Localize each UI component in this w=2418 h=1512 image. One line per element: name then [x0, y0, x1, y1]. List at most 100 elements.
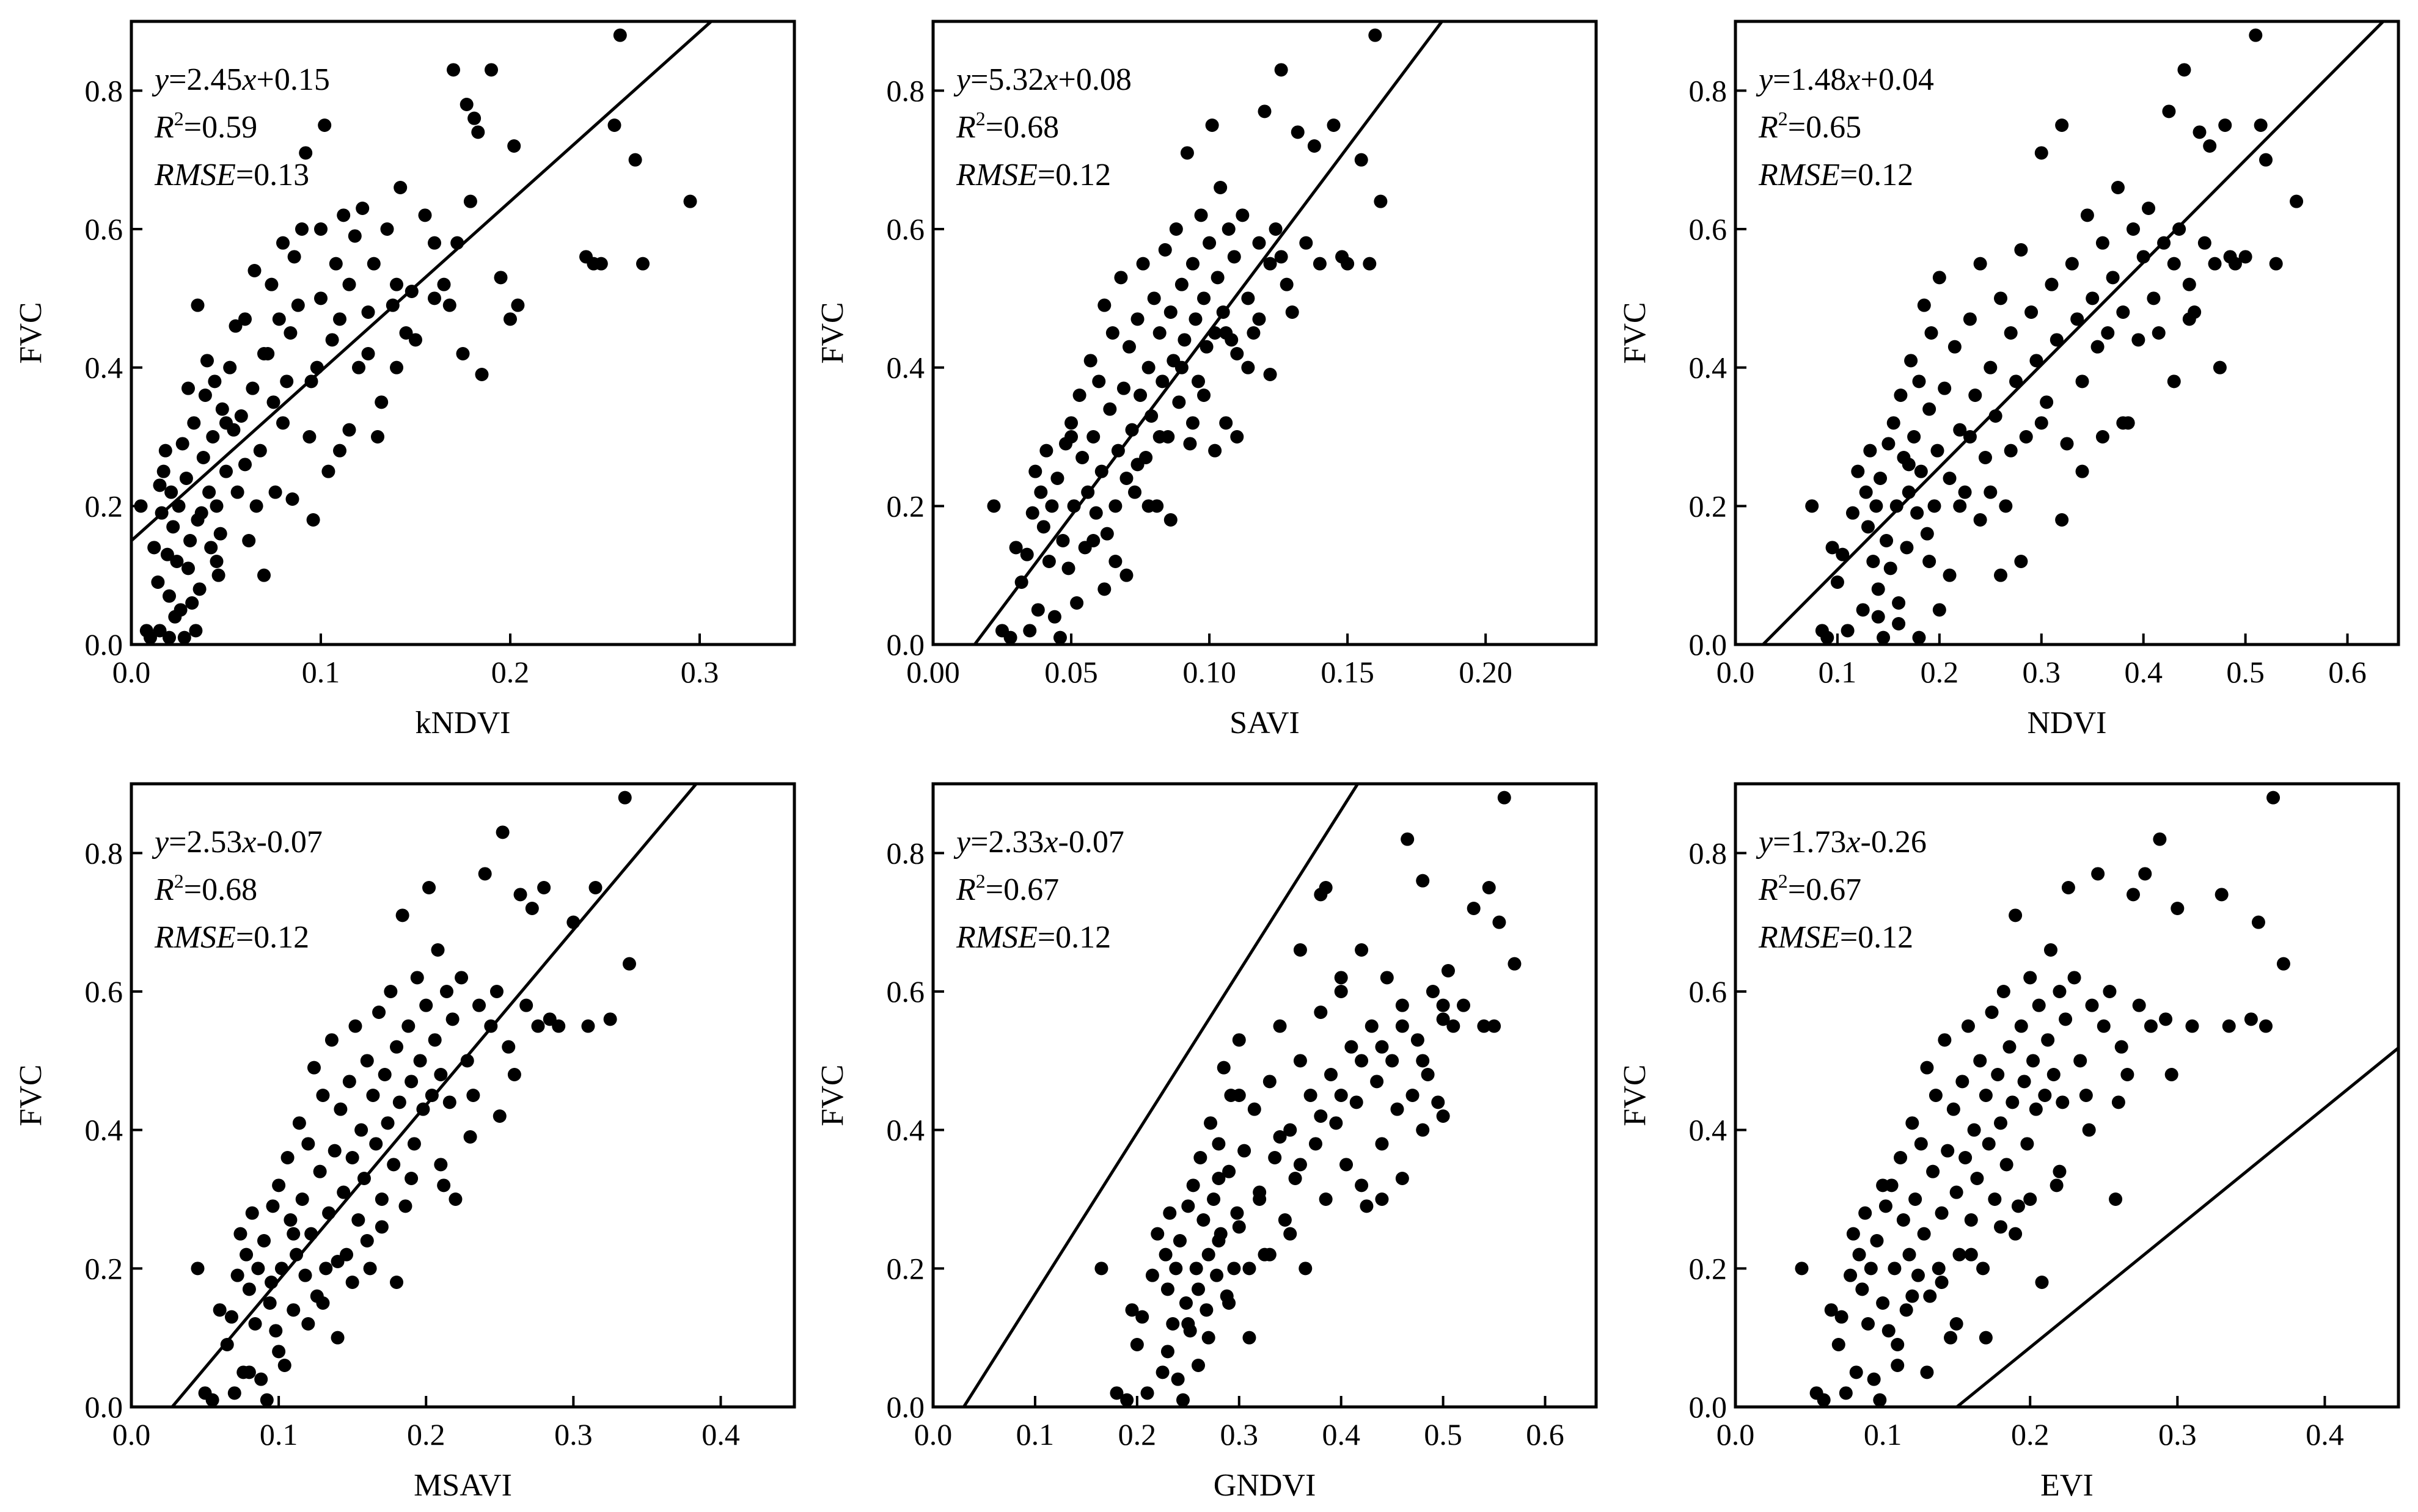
y-tick-label: 0.2 [85, 1251, 123, 1285]
plot-frame [931, 20, 1598, 646]
data-point [331, 1255, 345, 1268]
data-point [375, 395, 389, 409]
data-point [302, 430, 317, 444]
y-tick-label: 0.6 [887, 212, 925, 246]
data-point [1252, 312, 1266, 326]
data-point [1988, 1192, 2002, 1206]
data-point [428, 236, 441, 250]
data-point [552, 1019, 566, 1033]
data-point [2182, 312, 2196, 326]
data-point [1477, 1019, 1491, 1033]
data-point [172, 499, 186, 513]
data-point [144, 630, 157, 645]
regression-equation: y=2.53x-0.07 [152, 825, 323, 860]
data-point [2218, 119, 2232, 132]
data-point [1067, 499, 1081, 513]
data-point [1991, 1068, 2005, 1081]
data-point [1375, 1137, 1389, 1151]
data-point [219, 416, 233, 430]
data-point [1152, 326, 1167, 340]
data-point [1125, 423, 1139, 437]
data-point [1374, 194, 1388, 208]
data-point [401, 1019, 416, 1033]
data-point [1334, 1089, 1348, 1102]
y-tick-label: 0.2 [1689, 489, 1727, 523]
data-point [1964, 1213, 1978, 1227]
panel-kndvi: 0.0 0.1 0.2 0.3 0.0 0.2 0.4 0.6 0.8 kNDVI FVC y=2.4… [13, 20, 796, 740]
data-point [1285, 305, 1299, 319]
data-point [1878, 1199, 1892, 1213]
data-point [618, 791, 632, 805]
data-points [134, 28, 697, 645]
data-point [295, 1192, 309, 1206]
data-point [405, 1075, 419, 1089]
data-point [566, 915, 581, 929]
y-tick-label: 0.6 [85, 212, 123, 246]
data-point [478, 867, 492, 881]
data-point [352, 360, 365, 374]
data-point [1094, 1262, 1108, 1276]
data-point [1370, 1075, 1384, 1089]
data-point [1141, 499, 1156, 513]
data-point [1092, 374, 1106, 389]
data-point [1222, 222, 1236, 236]
data-point [208, 374, 222, 389]
data-point [2079, 1089, 2093, 1102]
data-point [321, 464, 335, 478]
data-point [1938, 381, 1952, 395]
data-point [1179, 1296, 1193, 1310]
data-point [230, 485, 244, 499]
data-point [2014, 243, 2028, 257]
data-point [1171, 1372, 1185, 1386]
data-point [1889, 499, 1903, 513]
data-point [287, 1227, 301, 1241]
x-tick-label: 0.3 [1220, 1417, 1259, 1452]
data-point [2182, 277, 2196, 291]
data-point [1457, 998, 1470, 1012]
data-point [2120, 1068, 2134, 1081]
data-point [1273, 1130, 1287, 1144]
data-point [1299, 1262, 1313, 1276]
data-point [1395, 998, 1409, 1012]
data-point [507, 1068, 521, 1081]
x-tick-label: 0.3 [2158, 1417, 2197, 1452]
data-point [328, 1144, 342, 1158]
data-point [1219, 326, 1233, 340]
data-point [1103, 402, 1117, 416]
data-point [416, 1102, 430, 1116]
data-point [1108, 499, 1123, 513]
data-point [1293, 943, 1307, 957]
data-point [2269, 257, 2283, 271]
data-point [1914, 464, 1928, 478]
data-point [151, 575, 165, 589]
data-point [2142, 202, 2156, 215]
data-point [384, 985, 398, 998]
data-point [450, 236, 464, 250]
data-point [2103, 985, 2117, 998]
data-point [1242, 1331, 1256, 1345]
data-point [181, 381, 195, 395]
data-point [1192, 1282, 1205, 1296]
y-tick-label: 0.0 [887, 1390, 925, 1424]
data-point [1795, 1262, 1809, 1276]
data-point [1180, 146, 1194, 160]
data-point [2004, 444, 2018, 458]
data-point [1130, 458, 1145, 472]
data-point [1375, 1040, 1389, 1054]
data-point [1416, 1054, 1430, 1068]
data-point [2185, 1019, 2199, 1033]
data-point [211, 568, 225, 582]
data-point [1385, 1054, 1399, 1068]
plot-frame [931, 782, 1598, 1409]
data-point [181, 561, 195, 575]
panel-evi: 0.0 0.1 0.2 0.3 0.4 0.0 0.2 0.4 0.6 0.8 EVI FVC y=1.… [1617, 782, 2400, 1503]
data-point [163, 630, 176, 645]
y-tick-label: 0.8 [887, 836, 925, 870]
data-point [242, 1282, 256, 1296]
data-point [2023, 971, 2037, 985]
data-point [1163, 305, 1178, 319]
data-point [1334, 971, 1348, 985]
data-point [394, 181, 408, 194]
data-point [1268, 1151, 1282, 1164]
data-point [1236, 208, 1250, 222]
